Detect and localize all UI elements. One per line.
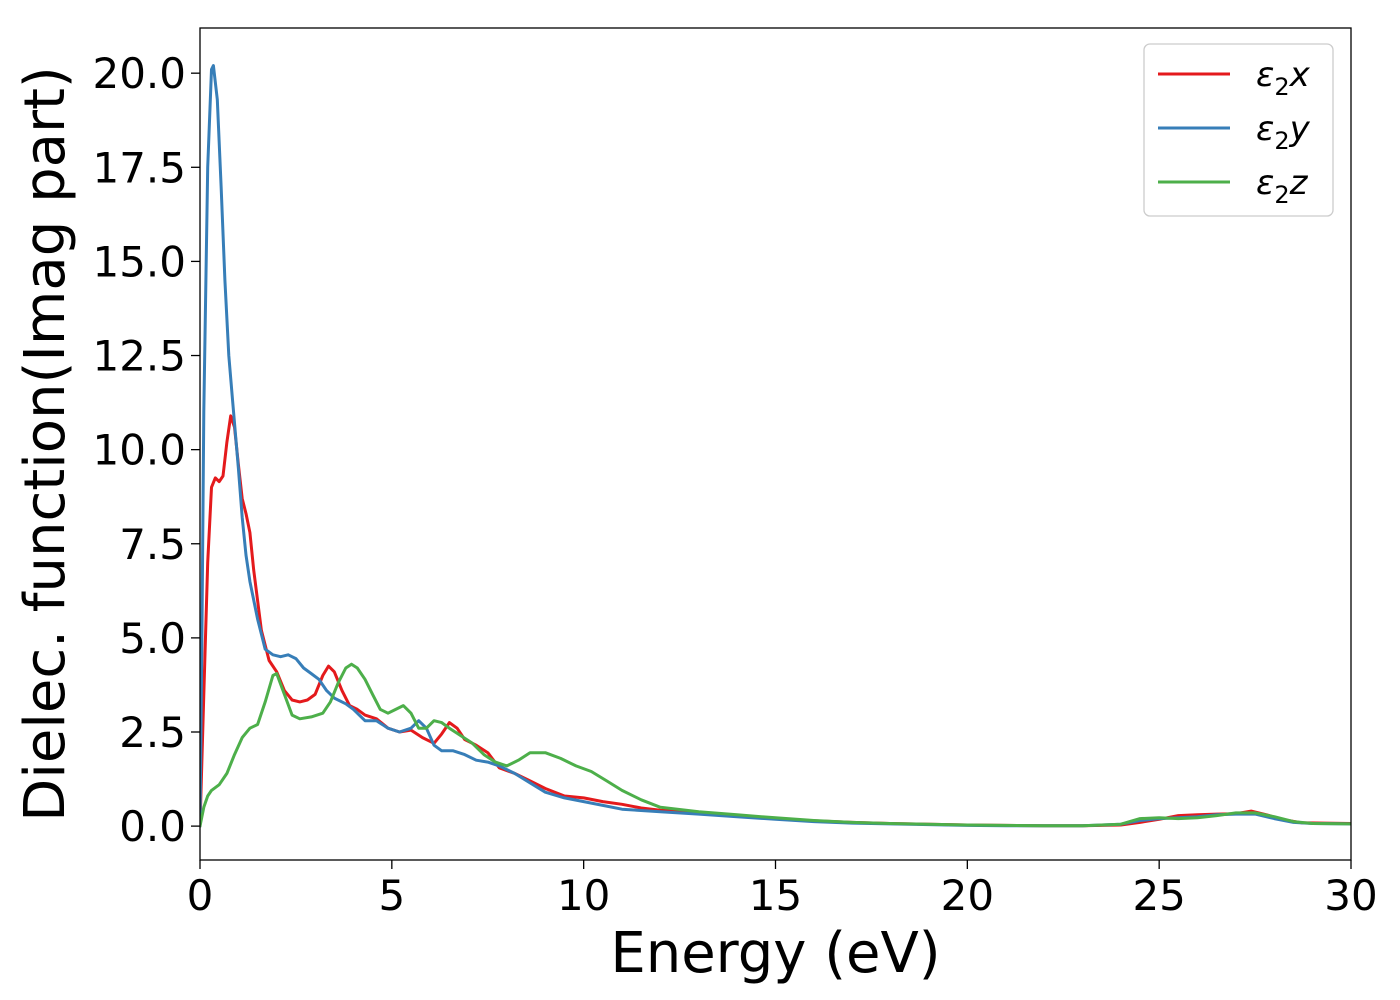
y-tick-label: 10.0 bbox=[92, 426, 186, 475]
y-tick-label: 12.5 bbox=[92, 332, 186, 381]
y-tick-label: 15.0 bbox=[92, 237, 186, 286]
legend-label-y: ε2y bbox=[1256, 109, 1311, 155]
y-tick-label: 2.5 bbox=[119, 708, 186, 757]
legend-label-z: ε2z bbox=[1256, 163, 1309, 209]
x-axis: 0 5 10 15 20 25 30 bbox=[187, 860, 1378, 920]
x-tick-label: 20 bbox=[941, 871, 994, 920]
x-tick-label: 15 bbox=[749, 871, 802, 920]
series-layer bbox=[200, 64, 1351, 828]
x-tick-label: 10 bbox=[557, 871, 610, 920]
series-line-x bbox=[200, 414, 1351, 828]
x-tick-label: 30 bbox=[1324, 871, 1377, 920]
legend: ε2x ε2y ε2z bbox=[1143, 43, 1334, 217]
x-tick-label: 0 bbox=[187, 871, 214, 920]
y-tick-label: 20.0 bbox=[92, 49, 186, 98]
legend-box bbox=[1143, 43, 1334, 217]
x-axis-label: Energy (eV) bbox=[610, 921, 940, 986]
legend-label-x: ε2x bbox=[1256, 55, 1311, 101]
x-tick-label: 5 bbox=[378, 871, 405, 920]
y-tick-label: 5.0 bbox=[119, 614, 186, 663]
y-tick-label: 7.5 bbox=[119, 520, 186, 569]
series-line-z bbox=[200, 662, 1351, 828]
y-axis-label: Dielec. function(Imag part) bbox=[13, 66, 78, 822]
y-tick-label: 0.0 bbox=[119, 802, 186, 851]
y-axis: 0.0 2.5 5.0 7.5 10.0 12.5 15.0 17.5 20.0 bbox=[92, 49, 200, 851]
x-tick-label: 25 bbox=[1132, 871, 1185, 920]
y-tick-label: 17.5 bbox=[92, 143, 186, 192]
